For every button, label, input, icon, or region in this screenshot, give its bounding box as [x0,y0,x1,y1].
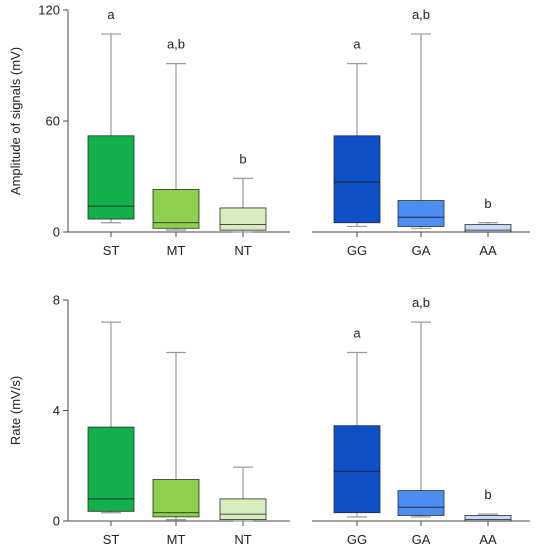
box-mt: MT [152,351,200,547]
iqr-box [333,135,381,224]
x-tick-label: GA [412,532,431,547]
x-tick-label: GG [347,532,367,547]
iqr-box [219,498,267,521]
x-tick-label: GA [412,243,431,258]
x-tick-label: GG [347,243,367,258]
x-tick-label: ST [103,532,120,547]
iqr-box [464,515,512,522]
x-tick-label: MT [167,243,186,258]
chart-row-1: Amplitude of signals (mV) 0 60 120 ST a MT a,b N… [8,3,530,258]
panel-1-1: ST a MT a,b NT b [68,7,290,258]
box-nt: NT b [219,151,267,258]
significance-letter: b [239,151,246,166]
x-tick-label: ST [103,243,120,258]
iqr-box [464,224,512,233]
box-aa: AA b [464,487,512,547]
x-tick-label: AA [479,243,497,258]
box-aa: AA b [464,196,512,258]
box-gg: GG a [333,37,381,258]
x-tick-label: NT [234,532,251,547]
y-axis-label: Amplitude of signals (mV) [8,47,23,195]
box-nt: NT [219,466,267,547]
box-ga: GA a,b [397,7,445,258]
iqr-box [87,135,135,220]
iqr-box [333,425,381,514]
x-tick-label: NT [234,243,251,258]
box-ga: GA a,b [397,295,445,547]
significance-letter: a [107,7,115,22]
iqr-box [152,189,200,229]
iqr-box [219,207,267,231]
y-tick-label: 120 [38,3,60,18]
iqr-box [397,200,445,227]
y-tick-label: 4 [53,403,60,418]
y-tick-label: 8 [53,293,60,308]
significance-letter: b [484,196,491,211]
y-axis-label: Rate (mV/s) [8,376,23,445]
panel-2-2: GG a GA a,b AA b [312,295,530,547]
significance-letter: a [353,325,361,340]
iqr-box [87,426,135,512]
significance-letter: a [353,37,361,52]
box-mt: MT a,b [152,37,200,258]
x-tick-label: AA [479,532,497,547]
box-st: ST [87,321,135,547]
chart-row-2: Rate (mV/s) 0 4 8 ST MT NT GG a GA a,b AA b [8,293,530,547]
significance-letter: b [484,487,491,502]
y-tick-label: 60 [46,114,60,129]
y-tick-label: 0 [53,514,60,529]
significance-letter: a,b [412,7,430,22]
iqr-box [152,479,200,518]
significance-letter: a,b [167,37,185,52]
panel-2-1: ST MT NT [68,321,290,547]
x-tick-label: MT [167,532,186,547]
y-tick-label: 0 [53,225,60,240]
panel-1-2: GG a GA a,b AA b [312,7,530,258]
iqr-box [397,490,445,516]
box-st: ST a [87,7,135,258]
significance-letter: a,b [412,295,430,310]
box-gg: GG a [333,325,381,547]
